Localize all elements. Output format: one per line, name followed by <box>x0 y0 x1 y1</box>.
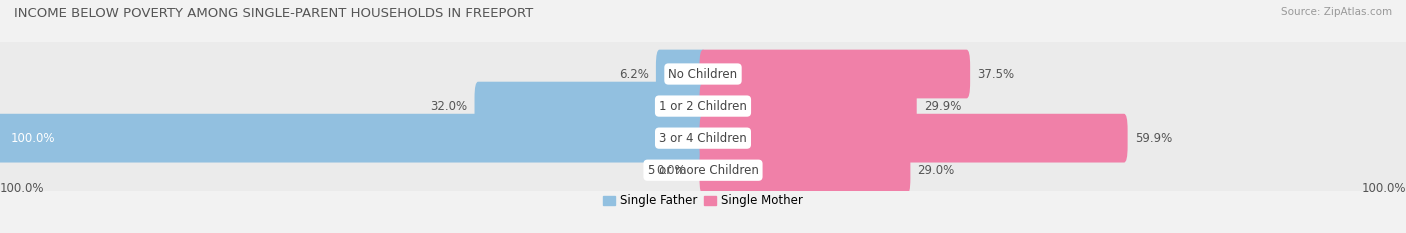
Text: 100.0%: 100.0% <box>0 182 45 195</box>
FancyBboxPatch shape <box>0 114 707 163</box>
Text: 1 or 2 Children: 1 or 2 Children <box>659 99 747 113</box>
FancyBboxPatch shape <box>0 105 1406 172</box>
Text: 100.0%: 100.0% <box>1361 182 1406 195</box>
Text: 6.2%: 6.2% <box>619 68 650 81</box>
FancyBboxPatch shape <box>700 50 970 98</box>
Text: 29.9%: 29.9% <box>924 99 962 113</box>
FancyBboxPatch shape <box>700 82 917 130</box>
FancyBboxPatch shape <box>655 50 707 98</box>
FancyBboxPatch shape <box>700 146 911 195</box>
FancyBboxPatch shape <box>0 72 1406 140</box>
Text: Source: ZipAtlas.com: Source: ZipAtlas.com <box>1281 7 1392 17</box>
Text: No Children: No Children <box>668 68 738 81</box>
FancyBboxPatch shape <box>0 41 1406 108</box>
FancyBboxPatch shape <box>475 82 707 130</box>
Text: INCOME BELOW POVERTY AMONG SINGLE-PARENT HOUSEHOLDS IN FREEPORT: INCOME BELOW POVERTY AMONG SINGLE-PARENT… <box>14 7 533 20</box>
Text: 100.0%: 100.0% <box>10 132 55 145</box>
Text: 29.0%: 29.0% <box>917 164 955 177</box>
FancyBboxPatch shape <box>700 114 1128 163</box>
Text: 0.0%: 0.0% <box>655 164 686 177</box>
Text: 37.5%: 37.5% <box>977 68 1014 81</box>
Text: 32.0%: 32.0% <box>430 99 467 113</box>
Text: 3 or 4 Children: 3 or 4 Children <box>659 132 747 145</box>
FancyBboxPatch shape <box>0 137 1406 204</box>
Text: 5 or more Children: 5 or more Children <box>648 164 758 177</box>
Text: 59.9%: 59.9% <box>1135 132 1171 145</box>
Legend: Single Father, Single Mother: Single Father, Single Mother <box>599 190 807 212</box>
